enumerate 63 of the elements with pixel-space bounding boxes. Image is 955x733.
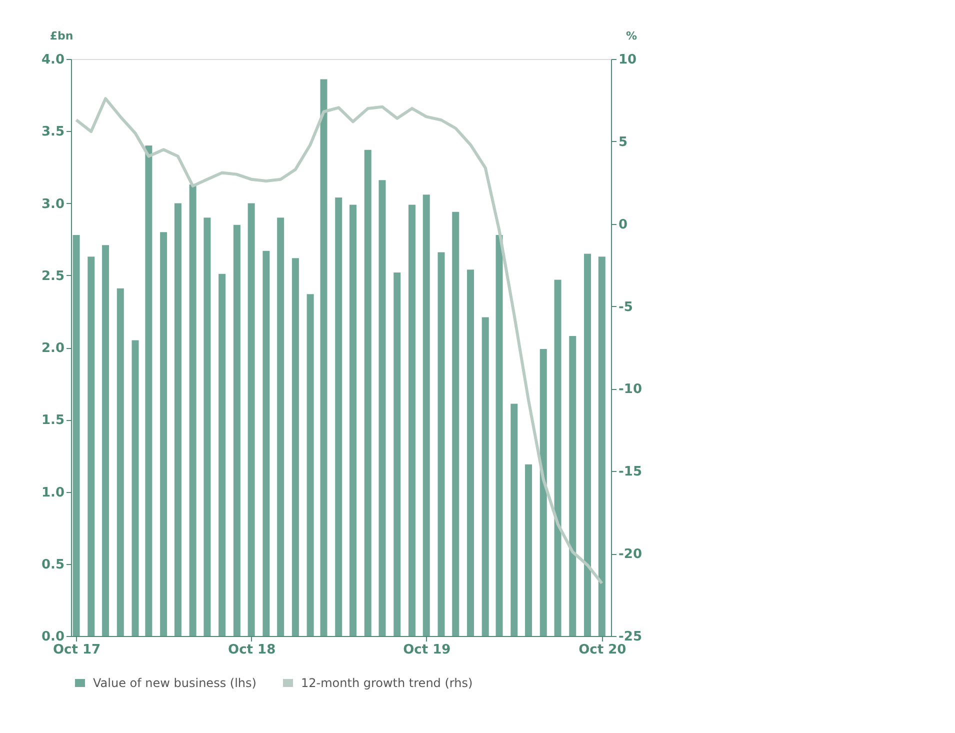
y2-tick-label: -5 [618,300,633,315]
legend-label: Value of new business (lhs) [93,676,256,690]
bar [277,218,284,636]
y2-tick-label: -15 [618,464,642,480]
y-tick-label: 3.0 [41,196,64,212]
bar [320,79,328,636]
bar [145,146,152,636]
y2-tick-label: -20 [618,547,642,562]
bar [482,317,489,636]
bar [132,340,139,636]
bar [554,280,562,636]
y2-tick-label: 10 [618,52,637,68]
bar [72,234,80,636]
bar [174,203,182,636]
y2-tick-label: 0 [618,217,628,232]
y-tick-label: 2.0 [41,341,64,356]
bar [598,256,606,636]
bar [233,224,240,636]
y-tick-label: 1.0 [41,485,64,500]
y2-axis-title: % [626,30,638,42]
y-tick-label: 4.0 [41,52,64,68]
bar [540,348,547,636]
y2-tick-label: 5 [618,134,628,150]
bar [422,194,430,636]
bar [452,212,460,636]
bar [306,294,314,636]
bar [335,197,342,636]
y-tick-label: 3.5 [41,124,64,140]
x-tick-label: Oct 19 [403,642,451,658]
bar [525,464,532,636]
bar [189,184,196,636]
bar [378,180,386,636]
y-tick-label: 2.5 [41,268,64,284]
bar [160,232,168,636]
y-tick-label: 1.5 [41,413,64,428]
bar [262,250,270,636]
bar [408,204,416,636]
x-tick-label: Oct 18 [228,642,276,658]
bar [349,204,356,636]
y-tick-label: 0.0 [41,630,64,644]
y2-tick-label: -10 [618,382,642,398]
bar [248,203,255,636]
x-tick-label: Oct 17 [52,642,101,658]
legend-label: 12-month growth trend (rhs) [301,676,473,690]
x-tick-label: Oct 20 [578,642,626,658]
bar [102,245,110,636]
bar [116,288,124,636]
y-tick-label: 0.5 [41,557,64,572]
y2-tick-label: -25 [618,630,642,644]
bar [394,272,401,636]
bar [510,404,518,636]
bar [496,234,503,636]
bar [569,336,576,636]
bar [204,218,211,636]
bar [438,252,445,636]
bar [218,274,226,636]
y-axis-title: £bn [50,30,74,42]
bar [466,270,474,636]
bar [584,254,591,636]
bar [88,256,95,636]
bar [292,258,299,636]
bar [364,150,372,636]
line-series [74,97,604,585]
